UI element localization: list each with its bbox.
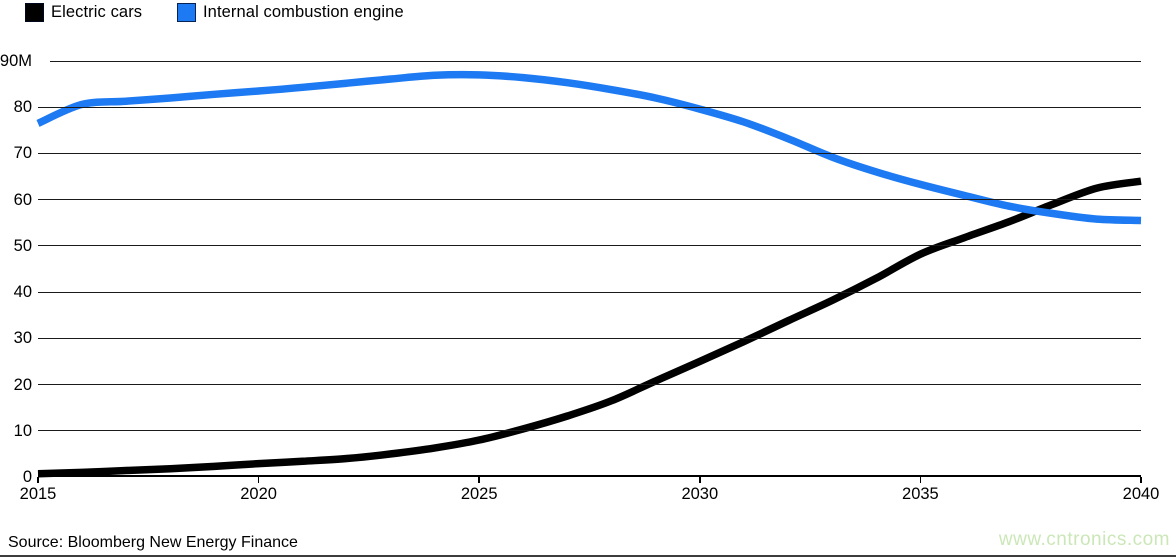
gridline [38,475,1141,477]
x-axis-label: 2035 [902,485,939,503]
gridline [38,291,1141,293]
x-axis-label: 2040 [1122,485,1160,503]
series-line-internal-combustion-engine [36,70,1142,225]
x-axis-label: 2025 [460,485,498,503]
plot-area: 0 10 20 30 40 50 60 70 80 90M 2015 2020 2025 2030 2035… [0,52,1159,503]
legend-label-internal-combustion-engine: Internal combustion engine [203,2,404,21]
x-axis-tick [37,477,39,483]
gridline [38,199,1141,201]
y-axis-label: 10 [13,421,32,440]
watermark: www.cntronics.com [998,529,1170,550]
y-axis-label: 80 [13,98,32,117]
y-axis-label: 90M [0,52,32,70]
y-axis-label: 0 [22,468,32,486]
y-axis-label: 40 [13,283,32,302]
y-axis-label: 50 [13,236,32,255]
legend-label-electric-cars: Electric cars [51,2,143,21]
y-axis-label: 70 [13,144,32,163]
gridline [38,152,1141,154]
source-note: Source: Bloomberg New Energy Finance [8,534,298,551]
series-layer [36,70,1142,478]
gridline [38,430,1141,432]
y-axis-label: 30 [13,329,32,348]
gridline [38,337,1141,339]
y-axis-label: 20 [13,375,32,394]
x-axis-label: 2015 [19,485,57,503]
x-axis-tick [919,477,922,483]
gridline [38,245,1141,247]
gridline [38,384,1141,386]
x-axis-tick [478,477,480,483]
legend-item-internal-combustion-engine: Internal combustion engine [177,2,404,22]
legend-swatch-electric-cars [25,2,44,22]
x-axis-label: 2030 [681,485,719,503]
x-axis-tick [699,477,701,483]
gridline [50,60,1141,62]
x-axis-tick [257,477,260,483]
x-axis-label: 2020 [240,485,277,503]
series-line-electric-cars [37,177,1142,478]
gridline [38,106,1141,108]
legend-swatch-internal-combustion-engine [177,2,196,22]
y-axis-label: 60 [13,190,32,209]
x-axis-tick [1140,477,1142,483]
legend-item-electric-cars: Electric cars [25,2,142,22]
